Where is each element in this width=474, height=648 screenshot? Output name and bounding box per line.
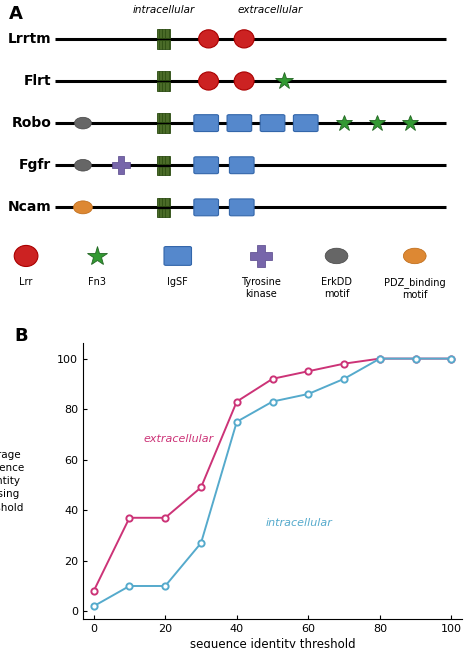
FancyBboxPatch shape (229, 199, 254, 216)
FancyBboxPatch shape (194, 157, 219, 174)
Text: extracellular: extracellular (237, 5, 303, 15)
Text: intracellular: intracellular (265, 518, 332, 528)
FancyBboxPatch shape (157, 29, 170, 38)
Text: B: B (14, 327, 28, 345)
Text: extracellular: extracellular (144, 434, 214, 445)
Text: IgSF: IgSF (167, 277, 188, 287)
Ellipse shape (14, 246, 38, 266)
FancyBboxPatch shape (157, 40, 170, 49)
FancyBboxPatch shape (293, 115, 318, 132)
X-axis label: sequence identity threshold: sequence identity threshold (190, 638, 356, 648)
FancyBboxPatch shape (157, 124, 170, 133)
Text: Robo: Robo (11, 116, 51, 130)
FancyBboxPatch shape (157, 82, 170, 91)
Circle shape (325, 248, 348, 264)
Circle shape (74, 117, 91, 129)
Ellipse shape (234, 30, 254, 48)
FancyBboxPatch shape (157, 113, 170, 122)
Text: average
sequence
identity
passing
threshold: average sequence identity passing thresh… (0, 450, 25, 513)
Ellipse shape (199, 30, 219, 48)
Text: PDZ_binding
motif: PDZ_binding motif (384, 277, 446, 299)
Ellipse shape (234, 72, 254, 90)
Circle shape (73, 201, 92, 214)
FancyBboxPatch shape (194, 199, 219, 216)
FancyBboxPatch shape (157, 156, 170, 164)
FancyBboxPatch shape (260, 115, 285, 132)
FancyBboxPatch shape (164, 246, 191, 266)
Text: Flrt: Flrt (24, 74, 51, 88)
FancyBboxPatch shape (227, 115, 252, 132)
FancyBboxPatch shape (157, 209, 170, 217)
Text: ErkDD
motif: ErkDD motif (321, 277, 352, 299)
FancyBboxPatch shape (157, 167, 170, 175)
Text: Fn3: Fn3 (88, 277, 106, 287)
Text: Fgfr: Fgfr (19, 158, 51, 172)
FancyBboxPatch shape (194, 115, 219, 132)
FancyBboxPatch shape (229, 157, 254, 174)
Text: intracellular: intracellular (132, 5, 195, 15)
Circle shape (74, 159, 91, 171)
Text: A: A (9, 5, 22, 23)
Circle shape (403, 248, 426, 264)
Text: Ncam: Ncam (8, 200, 51, 214)
Ellipse shape (199, 72, 219, 90)
Text: Tyrosine
kinase: Tyrosine kinase (241, 277, 281, 299)
FancyBboxPatch shape (157, 198, 170, 206)
Text: Lrr: Lrr (19, 277, 33, 287)
FancyBboxPatch shape (157, 71, 170, 80)
Text: Lrrtm: Lrrtm (8, 32, 51, 46)
